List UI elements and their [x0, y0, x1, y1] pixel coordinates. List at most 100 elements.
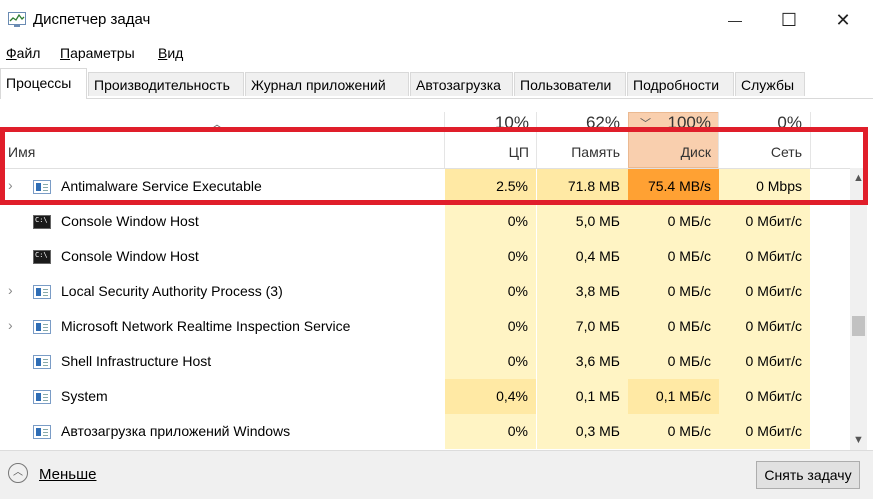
network-value: 0 Мбит/с: [719, 204, 810, 239]
table-row[interactable]: Shell Infrastructure Host 0% 3,6 МБ 0 МБ…: [0, 344, 850, 379]
memory-value: 0,3 МБ: [537, 414, 628, 449]
service-icon: [33, 355, 51, 369]
chevron-right-icon[interactable]: ›: [8, 317, 13, 333]
column-memory[interactable]: Память: [571, 144, 620, 160]
network-value: 0 Mbps: [719, 169, 810, 204]
disk-header-highlight: [628, 112, 719, 168]
sort-down-icon: ﹀: [640, 118, 651, 130]
network-value: 0 Мбит/с: [719, 309, 810, 344]
service-icon: [33, 390, 51, 404]
scroll-down-icon[interactable]: ▼: [853, 434, 864, 446]
memory-value: 71.8 MB: [537, 169, 628, 204]
task-manager-icon: [8, 12, 26, 27]
process-name: Local Security Authority Process (3): [61, 283, 283, 299]
cpu-percent: 10%: [494, 113, 529, 132]
disk-value: 0 МБ/с: [628, 309, 719, 344]
window-title: Диспетчер задач: [33, 11, 151, 28]
tab-strip: Процессы Производительность Журнал прило…: [0, 68, 873, 99]
process-name: Antimalware Service Executable: [61, 178, 262, 194]
service-icon: [33, 320, 51, 334]
console-icon: [33, 250, 51, 264]
disk-value: 75.4 MB/s: [628, 169, 719, 204]
maximize-icon: ☐: [780, 9, 798, 30]
service-icon: [33, 285, 51, 299]
scroll-up-icon[interactable]: ▲: [853, 172, 864, 184]
process-name: Console Window Host: [61, 248, 199, 264]
menu-file[interactable]: Файл: [6, 45, 41, 61]
tab-performance[interactable]: Производительность: [88, 72, 244, 96]
cpu-value: 0,4%: [445, 379, 536, 414]
process-name: Console Window Host: [61, 213, 199, 229]
column-divider[interactable]: [810, 112, 811, 168]
memory-value: 0,4 МБ: [537, 239, 628, 274]
scroll-thumb[interactable]: [852, 316, 865, 336]
sort-up-icon[interactable]: ︿: [211, 117, 224, 131]
chevron-right-icon[interactable]: ›: [8, 177, 13, 193]
header-divider: [0, 168, 867, 169]
table-row[interactable]: › Local Security Authority Process (3) 0…: [0, 274, 850, 309]
tab-details[interactable]: Подробности: [627, 72, 734, 96]
table-row[interactable]: › Antimalware Service Executable 2.5% 71…: [0, 169, 850, 204]
service-icon: [33, 180, 51, 194]
fewer-details-link[interactable]: Меньше: [39, 466, 97, 483]
cpu-value: 0%: [445, 274, 536, 309]
cpu-value: 0%: [445, 309, 536, 344]
tab-processes[interactable]: Процессы: [0, 68, 87, 99]
memory-value: 3,8 МБ: [537, 274, 628, 309]
disk-value: 0 МБ/с: [628, 239, 719, 274]
column-divider[interactable]: [444, 112, 445, 168]
vertical-scrollbar[interactable]: ▲ ▼: [850, 168, 867, 450]
tab-app-history[interactable]: Журнал приложений: [245, 72, 409, 96]
column-disk[interactable]: Диск: [680, 144, 711, 160]
maximize-button[interactable]: ☐: [762, 0, 816, 40]
process-table: ︿ Имя 10% ЦП 62% Память ﹀ 100% Диск 0% С…: [0, 98, 873, 450]
network-value: 0 Мбит/с: [719, 344, 810, 379]
table-row[interactable]: Console Window Host 0% 5,0 МБ 0 МБ/с 0 М…: [0, 204, 850, 239]
menu-view[interactable]: Вид: [158, 45, 184, 61]
memory-value: 3,6 МБ: [537, 344, 628, 379]
process-name: System: [61, 388, 108, 404]
title-bar: Диспетчер задач — ☐ ✕: [0, 0, 873, 40]
table-row[interactable]: › Microsoft Network Realtime Inspection …: [0, 309, 850, 344]
memory-percent: 62%: [585, 113, 620, 132]
column-divider[interactable]: [718, 112, 719, 168]
close-icon: ✕: [835, 9, 851, 30]
cpu-value: 0%: [445, 204, 536, 239]
memory-value: 7,0 МБ: [537, 309, 628, 344]
network-value: 0 Мбит/с: [719, 239, 810, 274]
disk-value: 0,1 МБ/с: [628, 379, 719, 414]
process-name: Автозагрузка приложений Windows: [61, 423, 291, 439]
tab-startup[interactable]: Автозагрузка: [410, 72, 513, 96]
cpu-value: 0%: [445, 414, 536, 449]
cpu-value: 2.5%: [445, 169, 536, 204]
minimize-button[interactable]: —: [708, 0, 762, 40]
close-button[interactable]: ✕: [816, 0, 870, 40]
column-name[interactable]: Имя: [8, 144, 36, 160]
disk-value: 0 МБ/с: [628, 414, 719, 449]
process-name: Microsoft Network Realtime Inspection Se…: [61, 318, 351, 334]
network-value: 0 Мбит/с: [719, 414, 810, 449]
table-row[interactable]: Автозагрузка приложений Windows 0% 0,3 М…: [0, 414, 850, 449]
chevron-right-icon[interactable]: ›: [8, 282, 13, 298]
tab-services[interactable]: Службы: [735, 72, 805, 96]
end-task-button[interactable]: Снять задачу: [756, 461, 860, 489]
disk-value: 0 МБ/с: [628, 204, 719, 239]
column-cpu[interactable]: ЦП: [508, 144, 529, 160]
network-percent: 0%: [777, 113, 802, 132]
cpu-value: 0%: [445, 344, 536, 379]
menu-options[interactable]: Параметры: [60, 45, 135, 61]
table-row[interactable]: Console Window Host 0% 0,4 МБ 0 МБ/с 0 М…: [0, 239, 850, 274]
minimize-icon: —: [728, 12, 742, 28]
process-name: Shell Infrastructure Host: [61, 353, 212, 369]
disk-value: 0 МБ/с: [628, 274, 719, 309]
menu-bar: Файл Параметры Вид: [0, 40, 873, 66]
memory-value: 0,1 МБ: [537, 379, 628, 414]
column-network[interactable]: Сеть: [770, 144, 802, 160]
table-row[interactable]: System 0,4% 0,1 МБ 0,1 МБ/с 0 Мбит/с: [0, 379, 850, 414]
chevron-up-circle-icon[interactable]: ︿: [8, 463, 28, 483]
tab-users[interactable]: Пользователи: [514, 72, 626, 96]
footer-bar: ︿ Меньше Снять задачу: [0, 450, 873, 499]
network-value: 0 Мбит/с: [719, 274, 810, 309]
column-divider[interactable]: [536, 112, 537, 168]
service-icon: [33, 425, 51, 439]
